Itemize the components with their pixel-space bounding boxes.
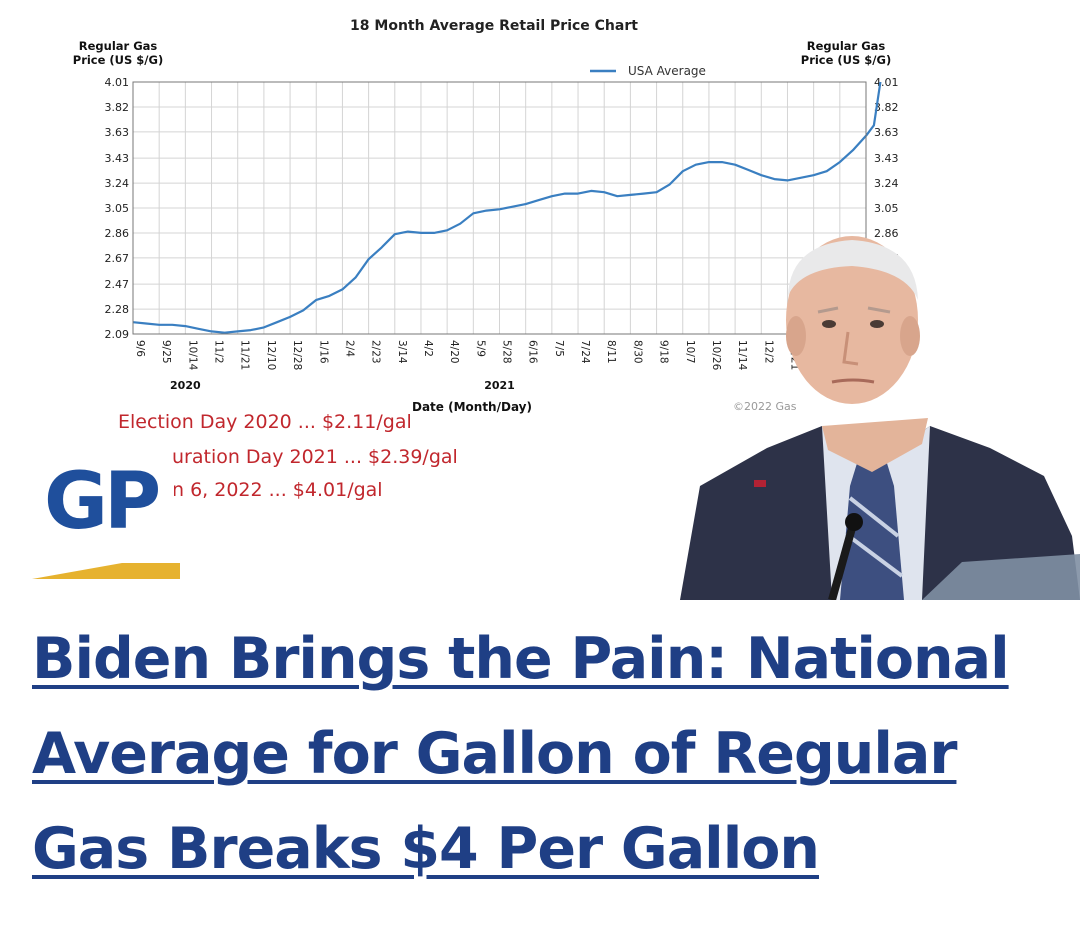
x-tick-label: 4/2 [422, 340, 434, 357]
chart-title: 18 Month Average Retail Price Chart [350, 18, 638, 34]
article-headline-link[interactable]: Biden Brings the Pain: National Average … [32, 626, 1010, 882]
y-axis-label-right: Regular Gas Price (US $/G) [801, 39, 891, 67]
x-axis-label: Date (Month/Day) [412, 400, 532, 414]
x-tick-label: 11/14 [736, 340, 748, 371]
y-tick-label-left: 2.09 [105, 328, 130, 341]
microphone-shape [828, 513, 863, 600]
tie-shape [840, 460, 904, 600]
y-tick-label-right: 2.86 [874, 227, 899, 240]
x-tick-label: 10/26 [710, 340, 722, 371]
y-tick-label-left: 2.86 [105, 227, 130, 240]
x-tick-label: 5/28 [501, 340, 513, 364]
x-tick-label: 3/14 [396, 340, 408, 364]
gp-logo: GP [44, 462, 174, 542]
year-label: 2021 [484, 379, 515, 392]
y-tick-label-right: 3.63 [874, 126, 899, 139]
x-tick-label: 6/16 [527, 340, 539, 364]
x-tick-label: 10/14 [186, 340, 198, 371]
politician-photo [680, 236, 1080, 600]
gas-price-chart: 18 Month Average Retail Price Chart Regu… [73, 18, 899, 501]
x-tick-label: 8/30 [631, 340, 643, 364]
gas-price-chart-svg: 18 Month Average Retail Price Chart Regu… [73, 18, 899, 414]
x-tick-label: 9/6 [134, 340, 146, 357]
x-tick-label: 12/28 [291, 340, 303, 370]
x-tick-label: 5/9 [474, 340, 486, 357]
y-tick-label-left: 3.05 [105, 202, 130, 215]
x-tick-label: 12/10 [265, 340, 277, 370]
lapel-pin-shape [754, 480, 766, 487]
x-tick-label: 8/11 [605, 340, 617, 364]
y-tick-label-left: 3.82 [105, 101, 130, 114]
x-tick-label: 2/23 [370, 340, 382, 364]
annotation-election-day: Election Day 2020 ... $2.11/gal [118, 411, 412, 433]
x-tick-label: 2/4 [343, 340, 355, 357]
y-tick-label-right: 3.82 [874, 101, 899, 114]
plot-frame [132, 81, 867, 335]
y-tick-label-left: 4.01 [105, 76, 130, 89]
x-tick-label: 11/2 [213, 340, 225, 364]
x-tick-label: 11/21 [239, 340, 251, 370]
y-tick-label-right: 3.24 [874, 177, 899, 190]
y-tick-label-right: 3.43 [874, 152, 899, 165]
y-tick-label-left: 2.28 [105, 303, 130, 316]
y-tick-label-left: 3.43 [105, 152, 130, 165]
x-tick-label: 9/25 [160, 340, 172, 364]
y-axis-label-left: Regular Gas Price (US $/G) [73, 39, 163, 67]
x-tick-label: 7/5 [553, 340, 565, 357]
head-shape [786, 236, 928, 472]
series-line-usa-average [132, 81, 882, 334]
x-tick-label: 12/2 [762, 340, 774, 364]
x-tick-label: 9/18 [658, 340, 670, 364]
logo-accent-bar [32, 563, 180, 579]
year-label: 2020 [170, 379, 201, 392]
legend: USA Average [590, 64, 706, 78]
y-tick-label-left: 3.63 [105, 126, 130, 139]
annotation-inauguration-day: uration Day 2021 ... $2.39/gal [172, 446, 458, 468]
annotation-current-date: n 6, 2022 ... $4.01/gal [172, 479, 383, 501]
x-tick-label: 1/16 [317, 340, 329, 364]
y-tick-label-left: 2.47 [105, 278, 130, 291]
y-tick-label-right: 3.05 [874, 202, 899, 215]
y-tick-label-left: 2.67 [105, 252, 130, 265]
y-tick-label-right: 4.01 [874, 76, 899, 89]
x-tick-label: 4/20 [448, 340, 460, 364]
legend-label: USA Average [628, 64, 706, 78]
x-tick-label: 7/24 [579, 340, 591, 364]
plot-area: 4.01 4.01 3.82 3.82 3.63 3.63 3.43 3.43 3.24 3.24… [105, 76, 899, 392]
y-tick-label-left: 3.24 [105, 177, 130, 190]
podium-shape [922, 554, 1080, 600]
watermark: ©2022 Gas [733, 400, 797, 413]
x-tick-label: 10/7 [684, 340, 696, 364]
